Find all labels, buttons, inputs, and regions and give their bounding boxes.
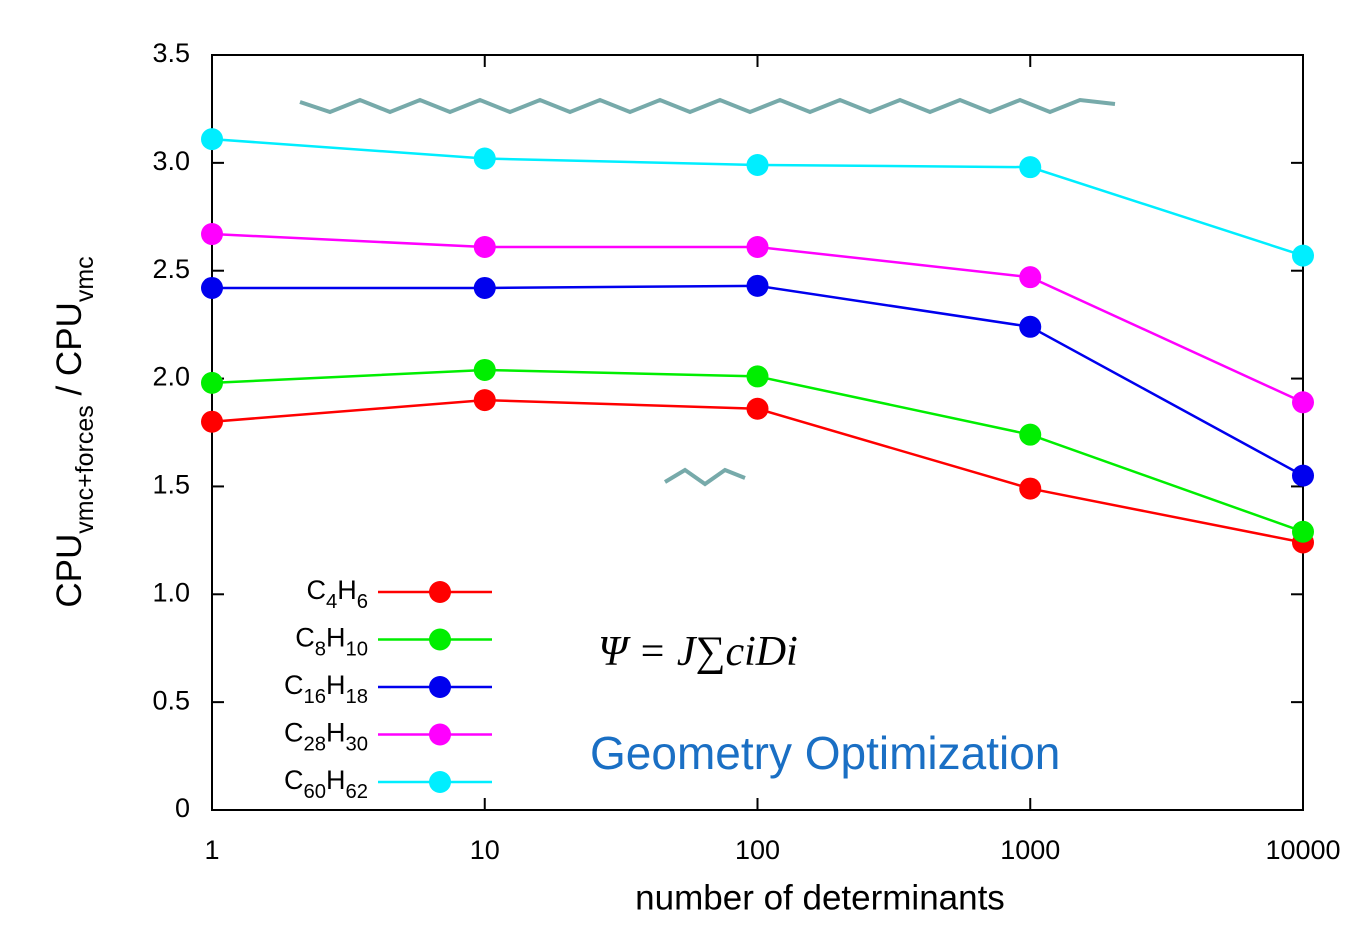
y-label-part: CPU xyxy=(50,534,89,608)
data-point xyxy=(747,154,769,176)
data-point xyxy=(1019,424,1041,446)
data-point xyxy=(1019,266,1041,288)
y-tick-label: 3.5 xyxy=(152,38,190,68)
legend-label: C28H30 xyxy=(284,718,368,756)
series-line xyxy=(212,400,1303,542)
legend-marker xyxy=(429,629,451,651)
legend-marker xyxy=(429,676,451,698)
data-point xyxy=(201,372,223,394)
data-point xyxy=(474,359,496,381)
x-tick-label: 1000 xyxy=(1000,835,1060,865)
data-point xyxy=(1019,478,1041,500)
data-point xyxy=(1292,245,1314,267)
legend-marker xyxy=(429,771,451,793)
data-point xyxy=(747,275,769,297)
data-point xyxy=(474,389,496,411)
long-molecule xyxy=(300,100,1115,112)
small-molecule xyxy=(665,470,745,484)
x-axis-label: number of determinants xyxy=(635,878,1005,917)
data-point xyxy=(474,148,496,170)
data-point xyxy=(747,365,769,387)
y-tick-label: 0.5 xyxy=(152,685,190,715)
y-label-part: vmc+forces xyxy=(71,405,99,534)
y-tick-label: 2.5 xyxy=(152,254,190,284)
y-tick-label: 0 xyxy=(175,793,190,823)
legend-label: C4H6 xyxy=(306,575,368,613)
data-point xyxy=(1292,391,1314,413)
data-point xyxy=(201,411,223,433)
y-tick-label: 2.0 xyxy=(152,362,190,392)
data-point xyxy=(1292,521,1314,543)
legend-label: C16H18 xyxy=(284,670,368,708)
series-line xyxy=(212,370,1303,532)
data-point xyxy=(747,236,769,258)
y-tick-label: 1.5 xyxy=(152,470,190,500)
data-point xyxy=(1019,156,1041,178)
data-point xyxy=(201,277,223,299)
formula-annotation: Ψ = J∑ciDi xyxy=(598,629,798,675)
y-axis-label: CPUvmc+forces / CPUvmc xyxy=(50,256,98,607)
y-tick-label: 3.0 xyxy=(152,146,190,176)
data-point xyxy=(1019,316,1041,338)
data-point xyxy=(201,223,223,245)
y-label-part: vmc xyxy=(71,256,99,302)
chart: number of determinants CPUvmc+forces / C… xyxy=(0,0,1362,926)
data-point xyxy=(201,128,223,150)
x-tick-label: 100 xyxy=(735,835,780,865)
legend-marker xyxy=(429,724,451,746)
x-tick-label: 10000 xyxy=(1265,835,1340,865)
legend-label: C8H10 xyxy=(295,623,368,661)
data-point xyxy=(474,277,496,299)
legend-marker xyxy=(429,581,451,603)
data-point xyxy=(1292,465,1314,487)
x-tick-label: 1 xyxy=(204,835,219,865)
data-point xyxy=(474,236,496,258)
y-label-part: / CPU xyxy=(50,302,89,405)
legend-label: C60H62 xyxy=(284,765,368,803)
x-tick-label: 10 xyxy=(470,835,500,865)
y-tick-label: 1.0 xyxy=(152,577,190,607)
data-point xyxy=(747,398,769,420)
annotation: Geometry Optimization xyxy=(590,727,1060,779)
